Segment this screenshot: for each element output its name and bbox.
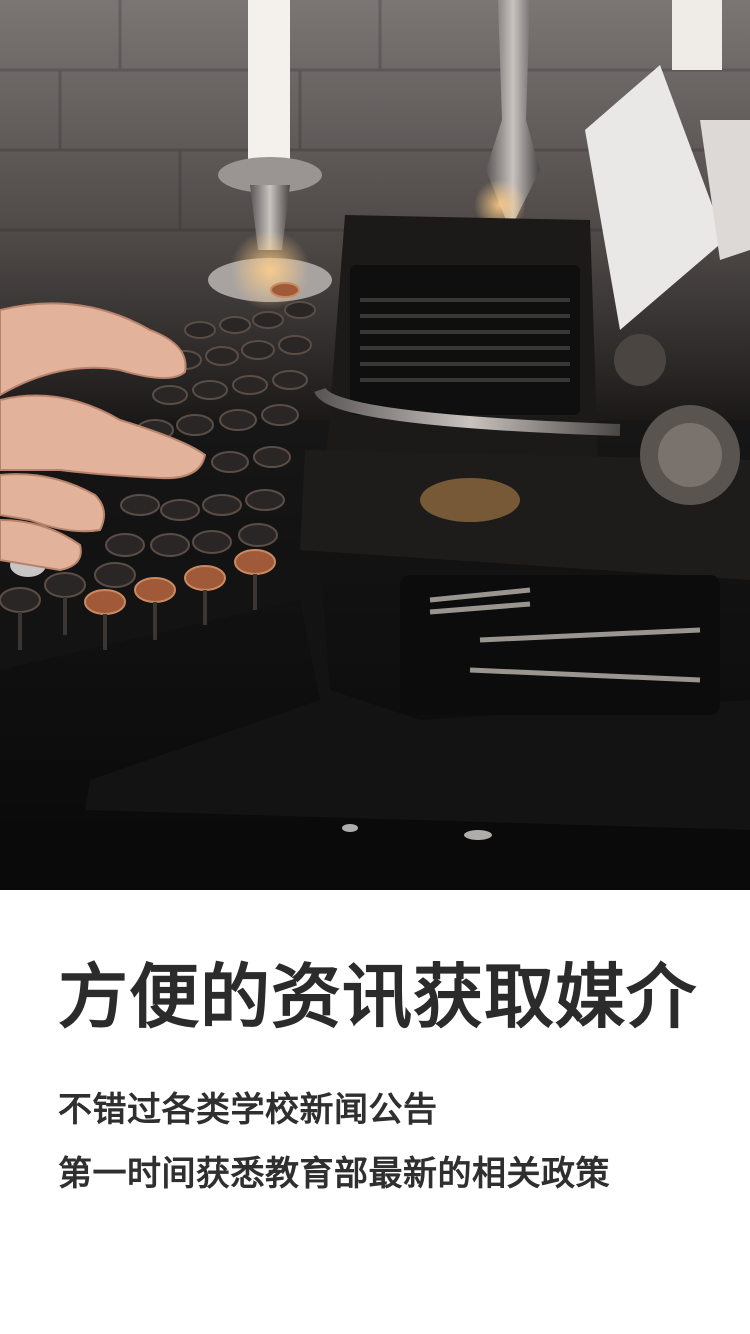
feature-line-2: 第一时间获悉教育部最新的相关政策 [58, 1154, 610, 1194]
page-title: 方便的资讯获取媒介 [58, 956, 697, 1038]
typewriter-illustration [0, 0, 750, 890]
hands [0, 302, 207, 572]
paper [585, 65, 750, 330]
platen-knob [614, 334, 740, 505]
candle-left [208, 0, 332, 310]
typewriter-body [0, 215, 750, 830]
hero-image [0, 0, 750, 890]
feature-line-1: 不错过各类学校新闻公告 [58, 1090, 438, 1130]
